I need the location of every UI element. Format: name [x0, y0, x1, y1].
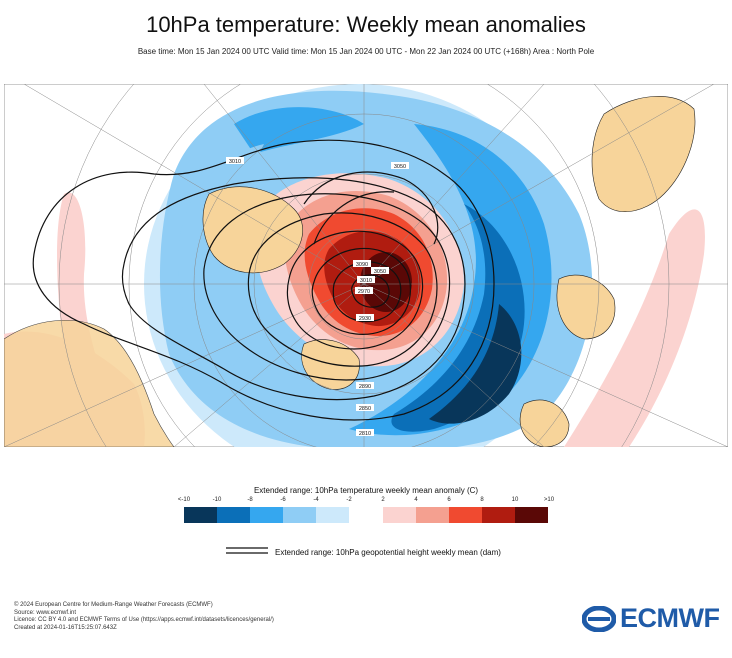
- legend-tick: 6: [447, 497, 451, 503]
- svg-text:2890: 2890: [359, 384, 371, 390]
- legend-swatch-negative: [217, 507, 250, 523]
- ecmwf-logo: ECMWF: [582, 603, 720, 634]
- contour-label: 3090: [353, 260, 371, 268]
- contour-labels: 3010 3050 3090 3050 3010 2970 2930 2890 …: [226, 157, 409, 437]
- height-contours: [32, 139, 495, 421]
- contour-legend-icon: [226, 547, 268, 554]
- contour-label: 3010: [357, 276, 375, 284]
- legend-swatch-positive: [383, 507, 416, 523]
- credit-line: © 2024 European Centre for Medium-Range …: [14, 602, 213, 608]
- contour-label: 3050: [371, 267, 389, 275]
- chart-subtitle: Base time: Mon 15 Jan 2024 00 UTC Valid …: [137, 47, 595, 56]
- legend-tick: 2: [381, 497, 385, 503]
- contour-label: 3010: [226, 157, 244, 165]
- legend-tick: <-10: [177, 497, 191, 503]
- contour-label: 2810: [356, 429, 374, 437]
- legend-swatch-positive: [515, 507, 548, 523]
- polar-map: 3010 3050 3090 3050 3010 2970 2930 2890 …: [4, 84, 728, 447]
- contour-label: 2970: [355, 287, 373, 295]
- credits: © 2024 European Centre for Medium-Range …: [14, 602, 274, 632]
- legend-tick: 4: [414, 497, 418, 503]
- legend-swatch-negative: [316, 507, 349, 523]
- legend-title: Extended range: 10hPa temperature weekly…: [253, 486, 479, 495]
- svg-text:3010: 3010: [360, 278, 372, 284]
- contour-label: 2890: [356, 382, 374, 390]
- graticule: [4, 84, 728, 447]
- legend-tick: >10: [543, 497, 555, 503]
- legend-swatch-positive: [449, 507, 482, 523]
- svg-text:2850: 2850: [359, 406, 371, 412]
- chart-title: 10hPa temperature: Weekly mean anomalies: [146, 12, 586, 37]
- contour-label: 2850: [356, 404, 374, 412]
- svg-text:2810: 2810: [359, 431, 371, 437]
- credit-line: Source: www.ecmwf.int: [14, 609, 77, 616]
- ecmwf-logo-icon: [582, 605, 616, 632]
- legend-tick: -8: [247, 497, 253, 503]
- credit-line: Created at 2024-01-16T15:25:07.643Z: [14, 624, 117, 631]
- credit-line: Licence: CC BY 4.0 and ECMWF Terms of Us…: [14, 617, 274, 624]
- legend-tick: 10: [511, 497, 519, 503]
- legend-swatch-positive: [482, 507, 515, 523]
- legend-tick: -10: [212, 497, 222, 503]
- legend-swatch-negative: [283, 507, 316, 523]
- legend-swatch-negative: [250, 507, 283, 523]
- svg-text:3050: 3050: [374, 269, 386, 275]
- svg-text:3050: 3050: [394, 164, 406, 170]
- legend-tick: -6: [280, 497, 286, 503]
- legend-tick: 8: [480, 497, 484, 503]
- legend-tick: -4: [313, 497, 319, 503]
- contour-label: 3050: [391, 162, 409, 170]
- legend-swatch-positive: [416, 507, 449, 523]
- svg-text:3010: 3010: [229, 159, 241, 165]
- land-masses: [4, 95, 696, 447]
- legend-tick: -2: [346, 497, 352, 503]
- logo-text: ECMWF: [620, 603, 720, 633]
- contour-label: 2930: [356, 314, 374, 322]
- svg-text:2970: 2970: [358, 289, 370, 295]
- legend-swatch-negative: [184, 507, 217, 523]
- svg-text:3090: 3090: [356, 262, 368, 268]
- svg-text:2930: 2930: [359, 316, 371, 322]
- contour-legend-label: Extended range: 10hPa geopotential heigh…: [275, 548, 501, 557]
